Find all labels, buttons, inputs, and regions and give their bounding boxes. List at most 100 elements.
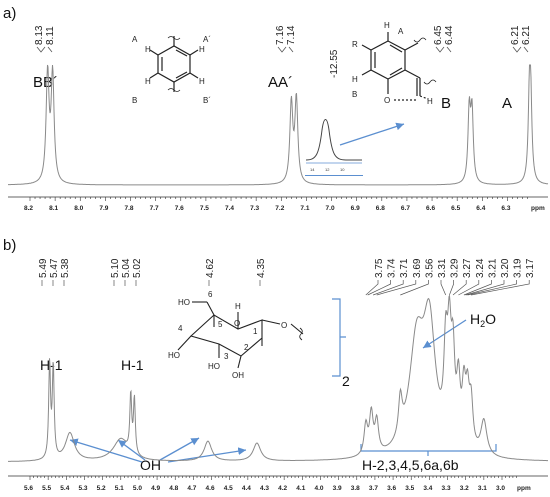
struct-label-6: 6 [208, 290, 213, 299]
shift-label: 6.21 [510, 25, 521, 45]
struct-label-b: B [352, 90, 357, 99]
shift-label: 3.17 [525, 258, 536, 278]
shift-label: 3.19 [513, 258, 524, 278]
shift-label: 5.02 [132, 258, 143, 278]
shift-label: 8.13 [34, 25, 45, 45]
glucose-structure [177, 301, 304, 369]
peak-label-a: A [502, 95, 512, 112]
axis-tick-label: 6.4 [476, 205, 485, 212]
oh-arrow-3 [159, 437, 200, 461]
struct-label-h: H [427, 97, 433, 106]
oh-arrow-2 [117, 439, 146, 461]
struct-label-b-prime: B´ [203, 96, 211, 105]
struct-label-h: H [384, 21, 390, 30]
struct-label-o-link: O [281, 321, 287, 330]
axis-b: 5.6 5.5 5.4 5.3 5.2 5.1 5.0 4.9 4.8 4.7 4.6 4.5 4.4 4… [8, 475, 548, 492]
axis-tick-label: 7.0 [326, 205, 335, 212]
shift-label: 5.49 [38, 258, 49, 278]
struct-label-a: A [398, 27, 404, 36]
fragment-bracket [332, 298, 346, 377]
axis-tick-label: 7.3 [250, 205, 259, 212]
inset-tick: 12 [325, 167, 330, 172]
shift-label: 3.75 [374, 258, 385, 278]
shift-label: 5.04 [121, 258, 132, 278]
axis-tick-label: 4.3 [260, 485, 269, 492]
struct-label-h: H [199, 77, 205, 86]
inset-tick: 14 [310, 167, 315, 172]
struct-label-h: H [145, 45, 151, 54]
shift-label: 3.24 [475, 258, 486, 278]
struct-label-r: R [352, 40, 358, 49]
struct-label-oh2: OH [232, 371, 244, 380]
shift-label: 5.10 [110, 258, 121, 278]
axis-tick-label: 3.3 [442, 485, 451, 492]
axis-tick-label: 5.4 [60, 485, 69, 492]
oh-arrow [339, 122, 405, 146]
struct-label-4: 4 [178, 324, 183, 333]
inset-tick: 10 [340, 167, 345, 172]
axis-tick-label: 6.8 [376, 205, 385, 212]
struct-label-1: 1 [253, 327, 258, 336]
shift-label: 3.31 [437, 258, 448, 278]
peak-label-water: H2O [470, 311, 496, 329]
ring-bracket [360, 444, 497, 456]
axis-tick-label: 4.7 [187, 485, 196, 492]
peak-label-ring: H-2,3,4,5,6a,6b [362, 457, 459, 473]
struct-label-ho6: HO [178, 298, 190, 307]
shift-label: 5.38 [60, 258, 71, 278]
struct-label-h: H [235, 302, 241, 311]
axis-tick-label: 8.2 [24, 205, 33, 212]
axis-tick-label: 6.3 [501, 205, 510, 212]
axis-tick-label: 4.1 [296, 485, 305, 492]
axis-tick-label: 5.0 [133, 485, 142, 492]
axis-tick-label: 4.6 [206, 485, 215, 492]
axis-tick-label: 3.6 [387, 485, 396, 492]
axis-tick-label: ppm [531, 205, 545, 212]
axis-tick-label: 3.1 [478, 485, 487, 492]
shift-label: 7.16 [275, 25, 286, 45]
panel-b: b) 5.49 5.47 5.38 5.10 5.04 5.02 4.62 4.35 3.75 3… [3, 237, 548, 492]
peak-label-h1-b: H-1 [121, 357, 144, 373]
shift-label: 3.29 [450, 258, 461, 278]
axis-tick-label: 4.5 [224, 485, 233, 492]
panel-a-label: a) [3, 5, 16, 22]
axis-tick-label: 7.9 [99, 205, 108, 212]
axis-tick-label: 5.3 [78, 485, 87, 492]
axis-tick-label: 7.4 [225, 205, 234, 212]
struct-label-b: B [132, 96, 137, 105]
benzene-structure [149, 36, 199, 92]
axis-tick-label: ppm [517, 485, 531, 492]
shift-label: 3.74 [387, 258, 398, 278]
axis-tick-label: 3.0 [496, 485, 505, 492]
panel-b-label: b) [3, 237, 16, 254]
shift-label: 3.20 [500, 258, 511, 278]
shift-label: 8.11 [45, 26, 56, 45]
axis-tick-label: 4.9 [151, 485, 160, 492]
struct-label-ho3: HO [208, 362, 220, 371]
shift-label: 4.62 [205, 258, 216, 278]
shift-label: 3.21 [487, 258, 498, 278]
spectrum-trace-a [8, 64, 549, 186]
axis-tick-label: 7.8 [125, 205, 134, 212]
axis-tick-label: 7.2 [275, 205, 284, 212]
axis-a: 8.2 8.1 8.0 7.9 7.8 7.7 7.6 7.5 7.4 7.3 7.2 7.1 7.0 6… [8, 196, 548, 212]
axis-tick-label: 5.1 [115, 485, 124, 492]
oh-arrow-1 [69, 438, 143, 463]
shift-label: 6.21 [521, 25, 532, 45]
peak-label-b: B [441, 95, 451, 112]
shift-label: 3.56 [424, 258, 435, 278]
axis-tick-label: 5.6 [24, 485, 33, 492]
shift-label: 5.47 [49, 258, 60, 278]
shift-label: 3.69 [412, 258, 423, 278]
struct-label-ring-o: O [234, 319, 240, 328]
struct-label-h: H [352, 75, 358, 84]
axis-tick-label: 5.5 [42, 485, 51, 492]
struct-label-5: 5 [218, 320, 223, 329]
struct-label-o: O [384, 96, 390, 105]
axis-tick-label: 3.5 [405, 485, 414, 492]
peak-label-aa: AA´ [268, 74, 293, 91]
shift-label: 4.35 [256, 258, 267, 278]
struct-label-h: H [199, 45, 205, 54]
axis-tick-label: 7.7 [150, 205, 159, 212]
